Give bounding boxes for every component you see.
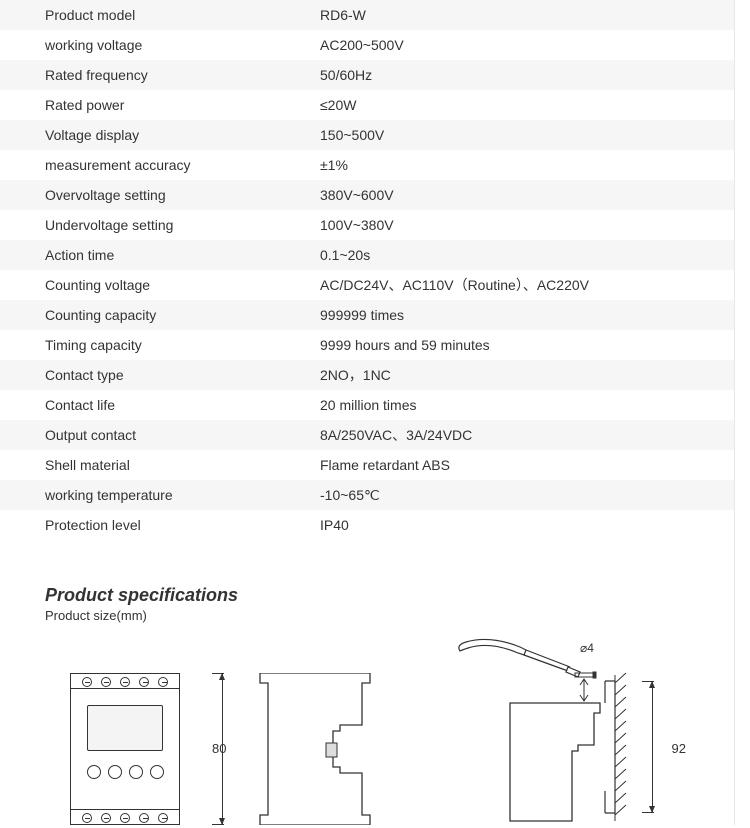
spec-row: Voltage display150~500V: [0, 120, 734, 150]
terminal-icon: [82, 677, 92, 687]
diagram-mounting-view: ⌀4: [450, 673, 660, 823]
page: Product modelRD6-Wworking voltageAC200~5…: [0, 0, 735, 825]
terminal-icon: [101, 813, 111, 823]
spec-label: Counting voltage: [0, 277, 320, 293]
terminal-icon: [82, 813, 92, 823]
spec-label: Timing capacity: [0, 337, 320, 353]
spec-row: Shell materialFlame retardant ABS: [0, 450, 734, 480]
spec-row: Protection levelIP40: [0, 510, 734, 540]
spec-value: 2NO，1NC: [320, 365, 734, 385]
spec-row: Timing capacity9999 hours and 59 minutes: [0, 330, 734, 360]
button-icon: [150, 765, 164, 779]
button-icon: [87, 765, 101, 779]
spec-value: 8A/250VAC、3A/24VDC: [320, 425, 734, 445]
spec-row: Counting capacity999999 times: [0, 300, 734, 330]
spec-label: measurement accuracy: [0, 157, 320, 173]
spec-value: 999999 times: [320, 307, 734, 323]
button-icon: [108, 765, 122, 779]
spec-value: 0.1~20s: [320, 247, 734, 263]
spec-value: AC200~500V: [320, 37, 734, 53]
spec-row: Undervoltage setting100V~380V: [0, 210, 734, 240]
mounting-icon: [450, 633, 650, 823]
display-screen-icon: [87, 705, 163, 751]
spec-label: Counting capacity: [0, 307, 320, 323]
button-icon: [129, 765, 143, 779]
spec-value: Flame retardant ABS: [320, 457, 734, 473]
spec-label: Protection level: [0, 517, 320, 533]
spec-label: Rated power: [0, 97, 320, 113]
terminal-icon: [139, 813, 149, 823]
hole-diameter-label: ⌀4: [580, 641, 594, 655]
spec-label: working temperature: [0, 487, 320, 503]
spec-label: working voltage: [0, 37, 320, 53]
spec-row: Contact type2NO，1NC: [0, 360, 734, 390]
spec-label: Output contact: [0, 427, 320, 443]
diagram-front-view: [70, 673, 180, 825]
spec-value: 150~500V: [320, 127, 734, 143]
terminal-row-top: [71, 674, 179, 689]
spec-value: 20 million times: [320, 397, 734, 413]
spec-value: 9999 hours and 59 minutes: [320, 337, 734, 353]
spec-row: Counting voltageAC/DC24V、AC110V（Routine）…: [0, 270, 734, 300]
spec-value: AC/DC24V、AC110V（Routine）、AC220V: [320, 275, 734, 295]
spec-row: Rated power≤20W: [0, 90, 734, 120]
spec-row: Output contact8A/250VAC、3A/24VDC: [0, 420, 734, 450]
side-profile-icon: [230, 673, 380, 825]
spec-label: Overvoltage setting: [0, 187, 320, 203]
spec-value: 380V~600V: [320, 187, 734, 203]
spec-label: Action time: [0, 247, 320, 263]
terminal-icon: [120, 813, 130, 823]
diagrams-row: 80 ⌀4: [0, 673, 734, 825]
spec-value: IP40: [320, 517, 734, 533]
spec-value: RD6-W: [320, 7, 734, 23]
spec-table: Product modelRD6-Wworking voltageAC200~5…: [0, 0, 734, 540]
spec-row: Contact life20 million times: [0, 390, 734, 420]
spec-row: measurement accuracy±1%: [0, 150, 734, 180]
spec-value: ≤20W: [320, 97, 734, 113]
terminal-row-bottom: [71, 809, 179, 824]
spec-label: Voltage display: [0, 127, 320, 143]
spec-label: Rated frequency: [0, 67, 320, 83]
spec-label: Undervoltage setting: [0, 217, 320, 233]
device-front-outline: [70, 673, 180, 825]
spec-row: Action time0.1~20s: [0, 240, 734, 270]
dimension-label: 92: [672, 741, 686, 756]
spec-value: 50/60Hz: [320, 67, 734, 83]
terminal-icon: [158, 677, 168, 687]
spec-label: Shell material: [0, 457, 320, 473]
spec-value: -10~65℃: [320, 487, 734, 504]
spec-label: Contact life: [0, 397, 320, 413]
diagram-side-view: 80: [230, 673, 400, 825]
dimension-height-mount: [646, 681, 666, 813]
spec-row: Rated frequency50/60Hz: [0, 60, 734, 90]
spec-row: working voltageAC200~500V: [0, 30, 734, 60]
spec-label: Contact type: [0, 367, 320, 383]
button-row: [71, 751, 179, 779]
section-title: Product specifications: [0, 585, 734, 606]
spec-value: ±1%: [320, 157, 734, 173]
spec-row: Product modelRD6-W: [0, 0, 734, 30]
dimension-label: 80: [212, 741, 226, 756]
terminal-icon: [120, 677, 130, 687]
spec-row: Overvoltage setting380V~600V: [0, 180, 734, 210]
spec-label: Product model: [0, 7, 320, 23]
spec-value: 100V~380V: [320, 217, 734, 233]
terminal-icon: [101, 677, 111, 687]
terminal-icon: [158, 813, 168, 823]
spec-row: working temperature-10~65℃: [0, 480, 734, 510]
section-subtitle: Product size(mm): [0, 608, 734, 623]
terminal-icon: [139, 677, 149, 687]
